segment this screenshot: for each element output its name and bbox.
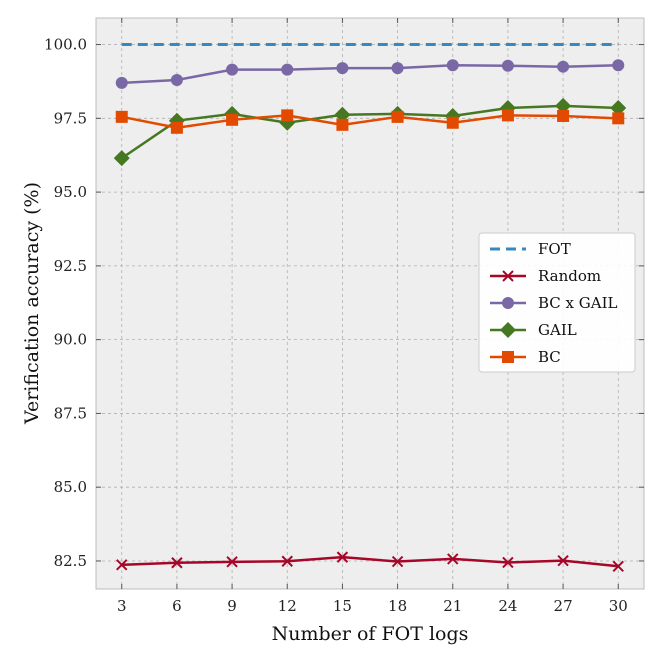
legend-label-gail: GAIL	[538, 321, 577, 339]
data-point-random	[336, 551, 349, 563]
legend-entry-bc: BC	[490, 348, 561, 366]
series-bc-x-gail	[115, 59, 625, 89]
legend-marker-bc	[502, 351, 514, 363]
x-tick-label: 27	[554, 597, 573, 615]
y-tick-label: 85.0	[54, 478, 87, 496]
data-point-random	[502, 556, 514, 569]
series-line-bc	[121, 114, 619, 130]
y-tick-label: 97.5	[54, 109, 87, 127]
data-point-random	[281, 555, 293, 567]
data-point-bc-x-gail	[226, 63, 239, 76]
data-point-bc-x-gail	[501, 59, 514, 72]
y-tick-label: 100.0	[44, 36, 87, 54]
legend-marker-bc-x-gail	[502, 297, 514, 309]
legend-label-random: Random	[538, 267, 601, 285]
legend-marker-random	[502, 270, 514, 282]
data-point-bc	[281, 109, 294, 122]
data-point-bc-x-gail	[115, 76, 128, 89]
data-point-gail	[610, 100, 627, 117]
data-point-bc	[336, 118, 349, 131]
legend: FOT Random BC x GAIL GAIL BC	[478, 232, 636, 373]
data-point-bc	[115, 110, 128, 123]
data-point-bc	[446, 116, 459, 129]
series-bc	[115, 109, 625, 134]
data-point-gail	[555, 97, 572, 114]
y-tick-label: 87.5	[54, 404, 87, 422]
x-axis-label: Number of FOT logs	[272, 623, 469, 645]
series-random	[116, 551, 624, 572]
data-point-bc	[170, 121, 183, 134]
data-point-bc	[501, 109, 514, 122]
data-point-random	[557, 554, 569, 567]
data-point-random	[171, 557, 183, 569]
x-tick-label: 9	[227, 597, 237, 615]
x-tick-label: 24	[498, 597, 517, 615]
x-tick-label: 21	[443, 597, 462, 615]
x-tick-label: 18	[388, 597, 407, 615]
y-tick-label: 90.0	[54, 331, 87, 349]
legend-label-fot: FOT	[538, 240, 571, 258]
data-point-random	[116, 559, 128, 571]
data-point-bc-x-gail	[446, 59, 459, 72]
data-point-gail	[113, 150, 130, 167]
legend-label-bc-x-gail: BC x GAIL	[538, 294, 618, 312]
data-point-bc	[226, 113, 239, 126]
x-tick-label: 30	[609, 597, 628, 615]
series-line-random	[121, 555, 619, 568]
data-point-random	[226, 556, 238, 568]
series-line-gail	[121, 104, 619, 160]
data-point-random	[447, 553, 459, 565]
legend-entry-bc-x-gail: BC x GAIL	[490, 294, 618, 312]
series-line-bc-x-gail	[121, 63, 619, 85]
legend-box	[478, 232, 636, 373]
data-point-bc	[612, 112, 625, 125]
legend-entry-fot: FOT	[490, 240, 571, 258]
axes: 3 6 9 12 15 18 21 24 27 30 82.5 85.0 87.5 90.0 92.5 95.…	[44, 18, 644, 615]
series-layer	[113, 43, 627, 572]
legend-entry-random: Random	[490, 267, 601, 285]
x-tick-label: 3	[117, 597, 127, 615]
data-point-bc-x-gail	[612, 59, 625, 72]
data-point-bc-x-gail	[281, 63, 294, 76]
y-tick-label: 92.5	[54, 257, 87, 275]
y-tick-label: 95.0	[54, 183, 87, 201]
data-point-random	[391, 555, 404, 568]
y-tick-label: 82.5	[54, 552, 87, 570]
y-axis-label: Verification accuracy (%)	[21, 182, 43, 425]
x-tick-label: 6	[172, 597, 182, 615]
data-point-bc-x-gail	[557, 60, 570, 73]
data-point-bc-x-gail	[170, 73, 183, 86]
legend-label-bc: BC	[538, 348, 561, 366]
x-tick-label: 12	[278, 597, 297, 615]
data-point-bc	[557, 109, 570, 122]
legend-marker-gail	[500, 322, 516, 338]
legend-entry-gail: GAIL	[490, 321, 577, 339]
data-point-bc	[391, 110, 404, 123]
x-tick-label: 15	[333, 597, 352, 615]
data-point-gail	[334, 106, 351, 123]
data-point-random	[612, 560, 624, 572]
data-point-bc-x-gail	[336, 62, 349, 75]
data-point-bc-x-gail	[391, 62, 404, 75]
